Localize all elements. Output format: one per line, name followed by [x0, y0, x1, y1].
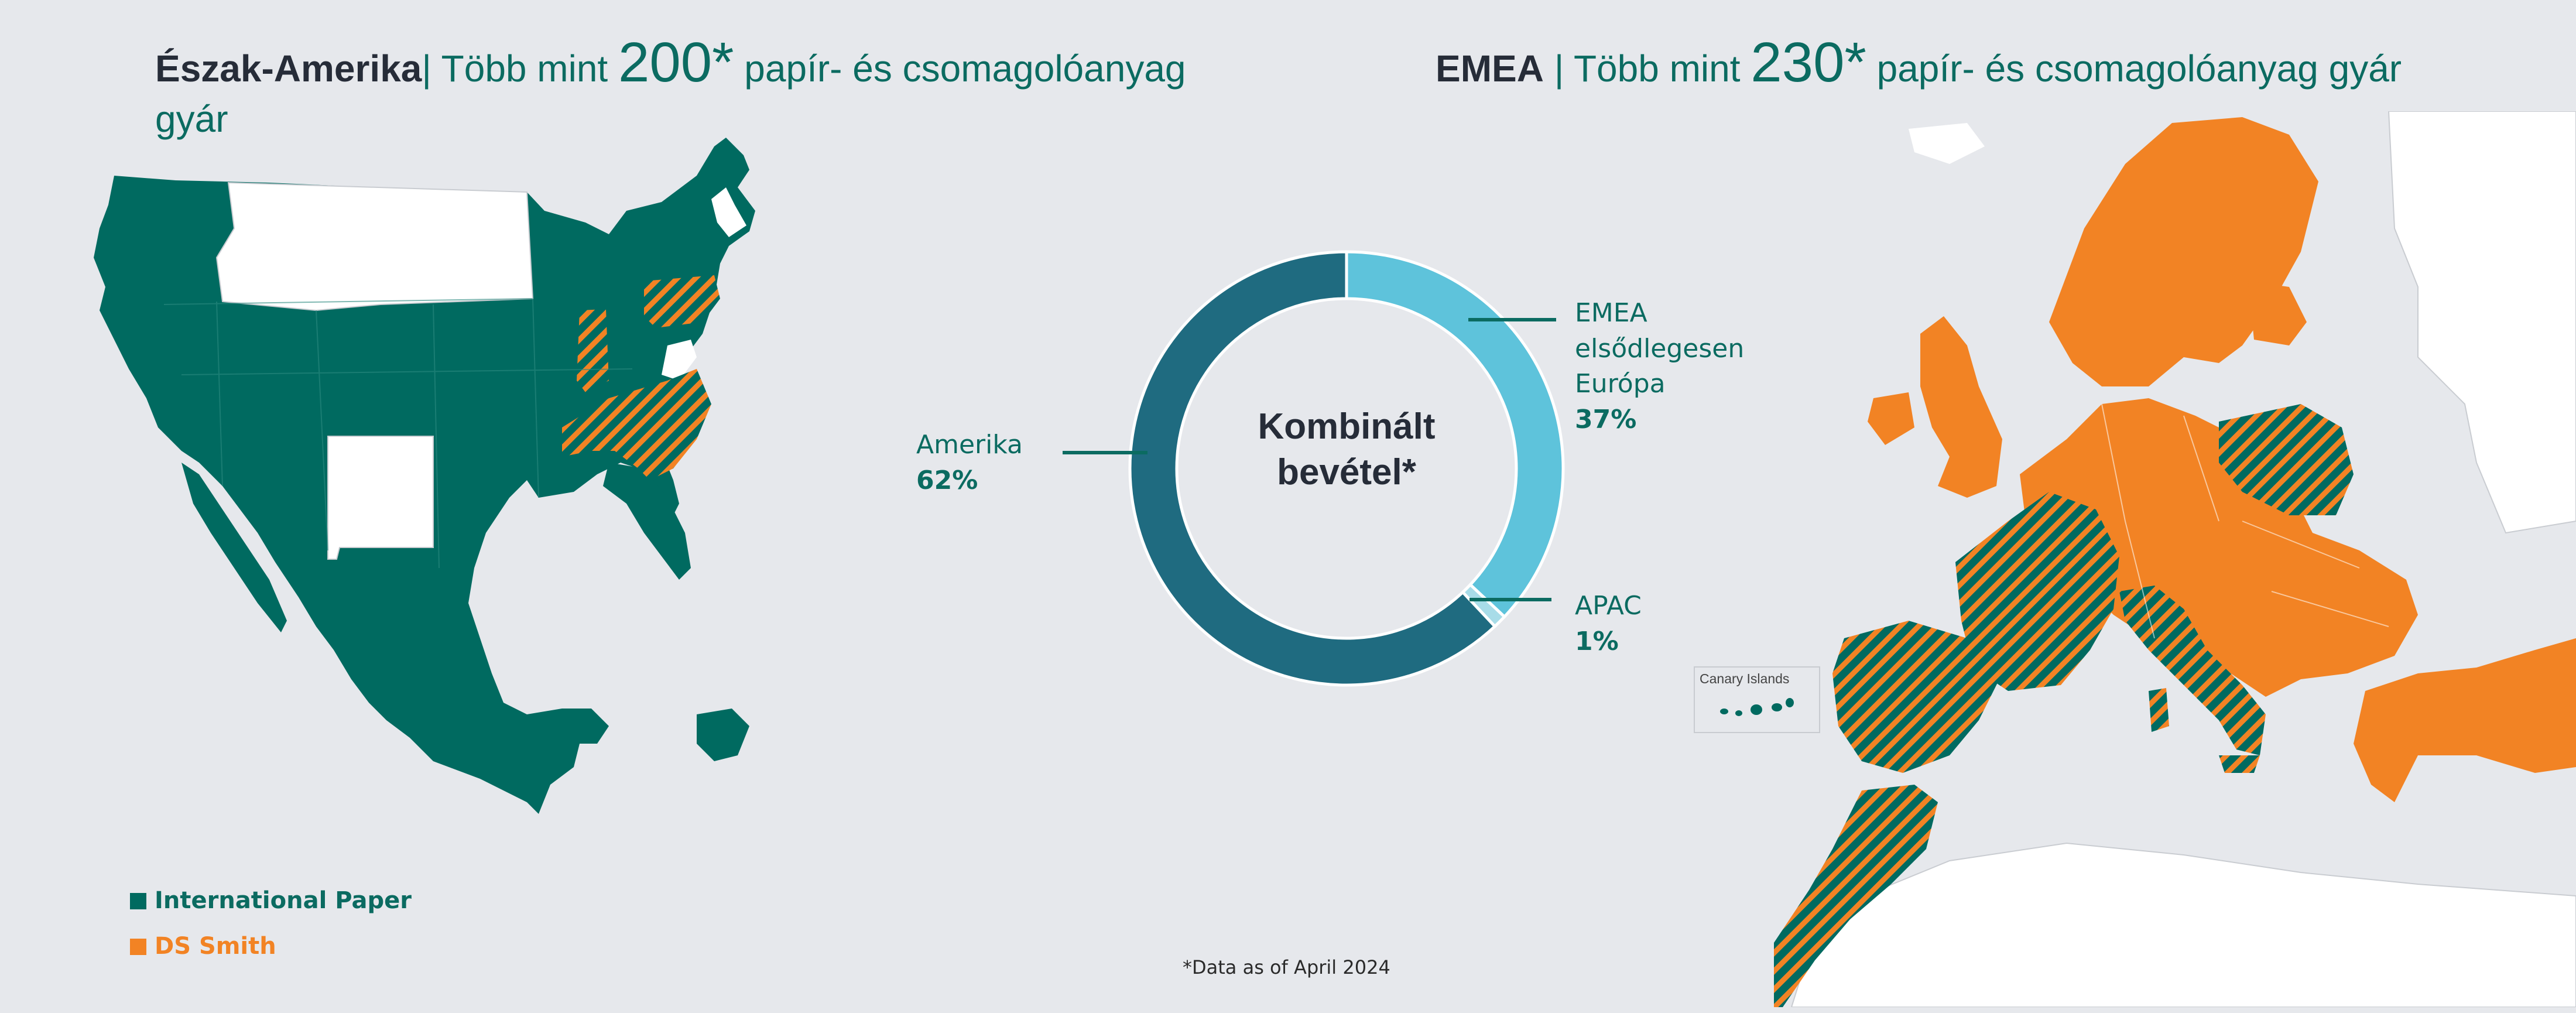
canary-islands-label: Canary Islands	[1700, 671, 1790, 686]
legend-ds-label: DS Smith	[155, 933, 276, 960]
new-england-white	[711, 187, 746, 237]
non-ip-states-north	[215, 182, 534, 312]
donut-center-line1: Kombinált	[1258, 406, 1436, 447]
leader-line-emea	[1468, 318, 1556, 321]
hatched-indiana	[577, 309, 609, 392]
uk-ireland	[1868, 316, 2002, 498]
north-africa-white	[1790, 842, 2576, 1007]
title-na-post2: gyár	[155, 97, 228, 140]
europe-map	[1774, 111, 2576, 1007]
label-emea: EMEA elsődlegesen Európa 37%	[1575, 296, 1744, 438]
leader-line-amerika	[1063, 451, 1147, 454]
label-apac-pct: 1%	[1575, 626, 1619, 656]
hatched-italy	[2119, 586, 2266, 755]
legend-ip-label: International Paper	[155, 887, 412, 914]
canary-island-4	[1772, 703, 1782, 711]
yucatan	[697, 709, 749, 761]
west-virginia	[662, 340, 697, 381]
canary-island-3	[1751, 704, 1762, 715]
canary-island-1	[1720, 709, 1728, 714]
title-na-pre: | Több mint	[422, 47, 618, 90]
leader-line-apac	[1469, 598, 1551, 601]
non-served-east	[2387, 111, 2576, 534]
region-name-emea: EMEA	[1436, 47, 1544, 90]
hatched-pennsylvania	[644, 275, 720, 328]
region-name-na: Észak-Amerika	[155, 47, 422, 90]
emea-title: EMEA | Több mint 230* papír- és csomagol…	[1436, 26, 2489, 100]
label-emea-line1: EMEA	[1575, 298, 1647, 328]
revenue-donut-chart	[1128, 250, 1565, 687]
north-america-map	[94, 138, 755, 814]
florida	[603, 463, 691, 580]
plant-count-na: 200*	[618, 31, 734, 94]
label-emea-line3: Európa	[1575, 369, 1666, 399]
title-emea-pre: | Több mint	[1543, 47, 1751, 90]
north-america-title: Észak-Amerika| Több mint 200* papír- és …	[155, 26, 1268, 143]
hatched-sicily	[2219, 755, 2260, 773]
scandinavia	[2049, 117, 2318, 386]
label-amerika: Amerika 62%	[916, 427, 1023, 498]
hatched-morocco	[1774, 785, 1938, 1007]
donut-slice-amerika	[1128, 250, 1497, 687]
canary-island-2	[1735, 710, 1742, 716]
state-borders	[163, 298, 633, 569]
country-borders	[2101, 403, 2389, 639]
legend-swatch-green	[130, 893, 146, 909]
baja-california	[181, 463, 287, 632]
hatched-sardinia	[2149, 688, 2169, 732]
title-emea-post: papír- és csomagolóanyag gyár	[1866, 47, 2402, 90]
hatched-iberia	[1832, 621, 2002, 773]
canary-islands-shapes	[1720, 698, 1794, 716]
label-apac: APAC 1%	[1575, 588, 1642, 659]
title-na-post: papír- és csomagolóanyag	[734, 47, 1186, 90]
new-mexico	[327, 436, 434, 560]
label-emea-pct: 37%	[1575, 405, 1637, 435]
donut-center-label: Kombinált bevétel*	[1171, 404, 1522, 495]
central-europe	[2020, 398, 2418, 697]
hatched-southeast	[562, 369, 711, 480]
legend-international-paper: International Paper	[130, 887, 412, 914]
label-apac-name: APAC	[1575, 591, 1642, 621]
iceland-white	[1909, 123, 1985, 164]
donut-center-line2: bevétel*	[1277, 451, 1416, 492]
label-amerika-pct: 62%	[916, 465, 978, 495]
hatched-poland	[2219, 404, 2354, 515]
canary-island-5	[1786, 698, 1794, 707]
canary-islands-inset: Canary Islands	[1694, 666, 1820, 733]
donut-slices	[1128, 250, 1565, 687]
label-amerika-name: Amerika	[916, 430, 1023, 460]
hatched-france	[1955, 492, 2119, 691]
legend-ds-smith: DS Smith	[130, 933, 276, 960]
plant-count-emea: 230*	[1751, 31, 1866, 94]
label-emea-line2: elsődlegesen	[1575, 333, 1745, 364]
greece-turkey	[2354, 638, 2576, 802]
finland-sweden-east	[2248, 281, 2307, 345]
donut-slice-emea	[1345, 250, 1565, 619]
footnote: *Data as of April 2024	[1183, 956, 1390, 978]
legend-swatch-orange	[130, 939, 146, 955]
